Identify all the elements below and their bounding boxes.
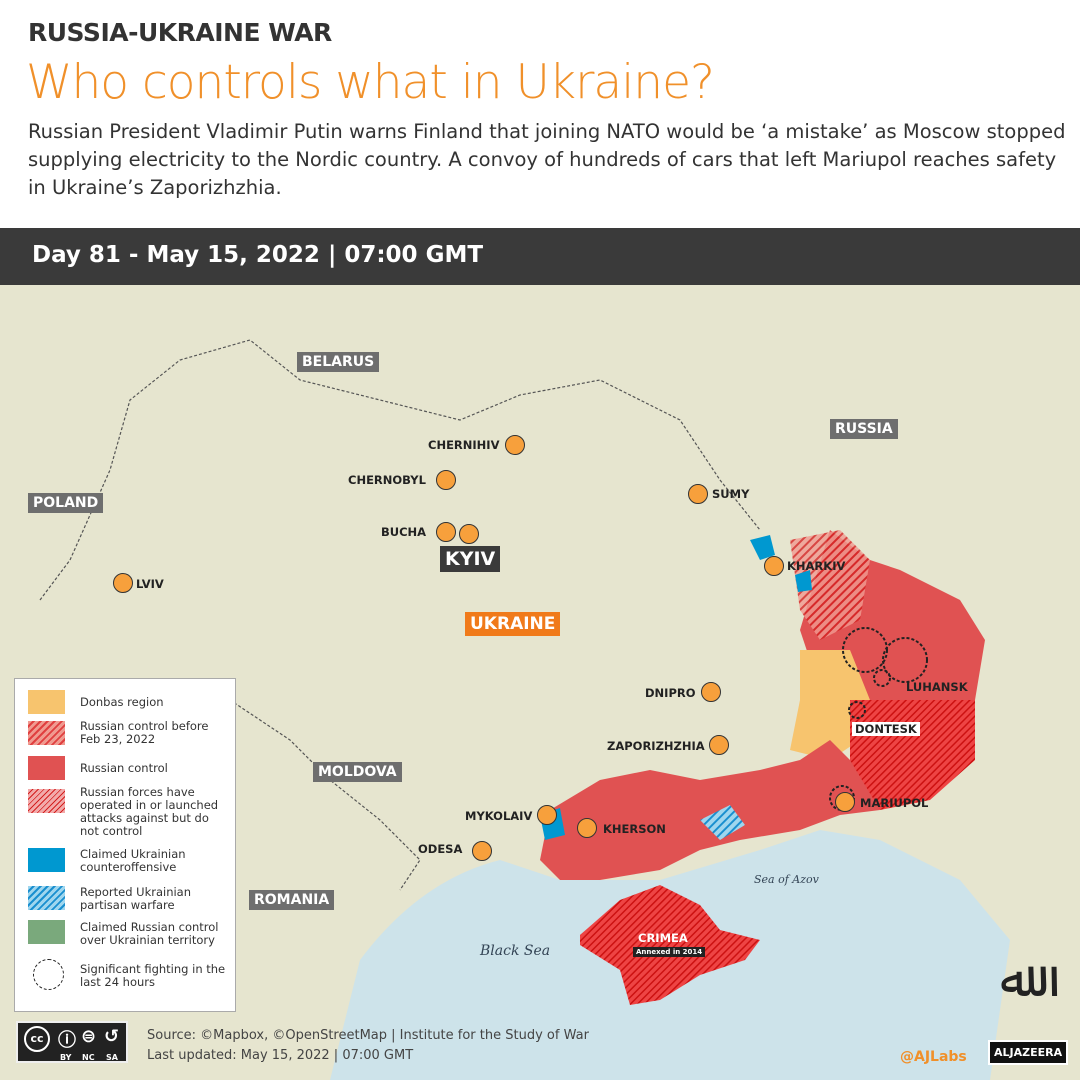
city-label: LVIV [136, 577, 164, 591]
city-marker [701, 682, 721, 702]
black-sea-label: Black Sea [480, 943, 551, 959]
legend-label: Russian control [80, 761, 168, 775]
legend-swatch-contested [28, 789, 65, 813]
city-marker [436, 470, 456, 490]
legend-swatch-russian-control [28, 756, 65, 780]
crimea-note: Annexed in 2014 [633, 947, 706, 957]
legend-swatch-counteroffensive [28, 848, 65, 872]
partisan-area [700, 805, 745, 840]
fighting-circle [873, 669, 891, 687]
legend-label: Claimed Ukrainian counteroffensive [80, 847, 186, 874]
legend: Donbas region Russian control before Feb… [14, 678, 236, 1012]
country-label-romania: ROMANIA [249, 890, 335, 910]
kicker: RUSSIA-UKRAINE WAR [28, 18, 332, 47]
city-label: CHERNIHIV [428, 438, 500, 452]
city-marker [436, 522, 456, 542]
fighting-circle [848, 701, 866, 719]
city-label: MARIUPOL [860, 796, 929, 810]
country-label-poland: POLAND [28, 493, 104, 513]
city-label: LUHANSK [906, 680, 968, 694]
page-title: Who controls what in Ukraine? [26, 55, 715, 110]
russian-control-south [540, 740, 880, 880]
fighting-circle [842, 627, 888, 673]
fighting-circle [882, 637, 928, 683]
legend-label: Russian forces have operated in or launc… [80, 785, 219, 838]
city-marker [577, 818, 597, 838]
city-marker [472, 841, 492, 861]
contested-kharkiv [790, 530, 870, 640]
city-label: SUMY [712, 487, 750, 501]
aljazeera-emblem-icon: ﷲ [1000, 950, 1030, 1008]
city-label-kyiv: KYIV [440, 546, 501, 572]
legend-swatch-prewar [28, 721, 65, 745]
border [229, 699, 421, 891]
city-label: DNIPRO [645, 686, 696, 700]
cc-license-badge: cc ⓘ ⊜ ↺ BY NC SA [16, 1021, 128, 1063]
description: Russian President Vladimir Putin warns F… [28, 120, 1066, 199]
cc-icon: cc [24, 1026, 50, 1052]
legend-swatch-donbas [28, 690, 65, 714]
city-label: DONTESK [852, 722, 920, 736]
legend-label: Donbas region [80, 695, 164, 709]
azov-sea-label: Sea of Azov [754, 873, 819, 886]
kyiv-marker [459, 524, 479, 544]
city-marker [709, 735, 729, 755]
legend-label: Russian control before Feb 23, 2022 [80, 719, 209, 746]
border [39, 339, 761, 601]
country-label-moldova: MOLDOVA [313, 762, 402, 782]
city-marker [537, 805, 557, 825]
city-label: ZAPORIZHZHIA [607, 739, 705, 753]
city-marker [688, 484, 708, 504]
aljazeera-logo: ALJAZEERA [988, 1040, 1069, 1065]
nc-icon: ⊜ [81, 1026, 97, 1047]
city-label: MYKOLAIV [465, 809, 533, 823]
city-label: KHARKIV [787, 559, 846, 573]
legend-label: Claimed Russian control over Ukrainian t… [80, 920, 219, 947]
date-bar: Day 81 - May 15, 2022 | 07:00 GMT [0, 228, 1080, 285]
crimea-area [580, 885, 760, 1005]
country-label-russia: RUSSIA [830, 419, 898, 439]
crimea-label: CRIMEA [638, 931, 688, 945]
country-label-ukraine: UKRAINE [465, 612, 561, 636]
source-text: Source: ©Mapbox, ©OpenStreetMap | Instit… [147, 1028, 589, 1043]
legend-label: Reported Ukrainian partisan warfare [80, 885, 192, 912]
fighting-circle-icon [33, 959, 64, 990]
ajlabs-handle: @AJLabs [900, 1049, 967, 1065]
legend-swatch-claimed-russian [28, 920, 65, 944]
sa-icon: ↺ [104, 1026, 120, 1047]
last-updated: Last updated: May 15, 2022 | 07:00 GMT [147, 1048, 414, 1063]
city-marker [113, 573, 133, 593]
by-icon: ⓘ [58, 1030, 76, 1051]
city-label: BUCHA [381, 525, 427, 539]
legend-swatch-partisan [28, 886, 65, 910]
city-label: ODESA [418, 842, 463, 856]
city-label: CHERNOBYL [348, 473, 426, 487]
city-marker [505, 435, 525, 455]
legend-label: Significant fighting in the last 24 hour… [80, 962, 226, 989]
header: RUSSIA-UKRAINE WAR Who controls what in … [0, 0, 1080, 228]
country-label-belarus: BELARUS [297, 352, 380, 372]
city-label: KHERSON [603, 822, 666, 836]
city-marker [835, 792, 855, 812]
city-marker [764, 556, 784, 576]
